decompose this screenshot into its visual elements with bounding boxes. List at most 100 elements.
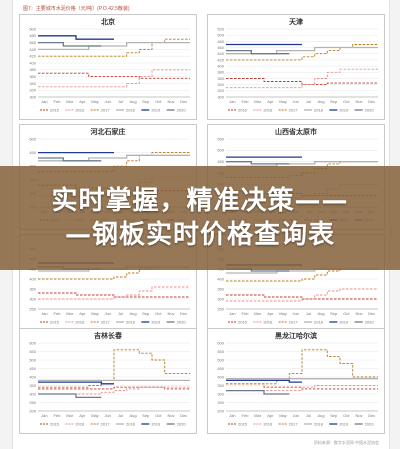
x-tick-label: Nov	[355, 413, 362, 418]
y-tick-label: 250	[29, 306, 36, 311]
series-line-2016	[38, 286, 190, 300]
x-tick-label: Apr	[79, 413, 86, 418]
x-tick-label: May	[279, 413, 287, 418]
x-tick-label: Dec	[368, 413, 375, 418]
legend-label-2019: 2019	[151, 422, 161, 427]
y-tick-label: 400	[217, 63, 224, 68]
legend-label-2017: 2017	[101, 320, 111, 325]
legend-label-2020: 2020	[365, 422, 375, 427]
legend-label-2019: 2019	[339, 320, 349, 325]
legend-label-2019: 2019	[339, 108, 349, 113]
legend-label-2018: 2018	[314, 108, 324, 113]
x-tick-label: Apr	[79, 311, 86, 316]
banner-title-line-2: —钢板实时价格查询表	[64, 220, 335, 250]
chart-harbin: 黑龙江哈尔滨 200 250 300 350 400 450 500 550 600 Jan Feb M…	[217, 331, 378, 427]
legend-label-2016: 2016	[75, 320, 85, 325]
chart-changchun: 吉林长春 200 250 300 350 400 450 500 550 600 Jan Feb Mar…	[29, 331, 190, 427]
y-tick-label: 300	[217, 94, 224, 99]
chart-panel-tianjin: 天津 300 320 340 360 380 400 420 440 460 480 500 520 Ja…	[207, 14, 385, 120]
x-tick-label: Jul	[118, 413, 123, 418]
x-tick-label: Oct	[343, 311, 350, 316]
series-line-2015	[38, 72, 190, 79]
series-line-2015	[226, 294, 378, 300]
x-tick-label: Sep	[142, 99, 150, 104]
y-tick-label: 300	[217, 296, 224, 301]
x-tick-label: Jul	[118, 99, 123, 104]
y-tick-label: 440	[29, 47, 36, 52]
y-tick-label: 460	[29, 40, 36, 45]
y-tick-label: 350	[217, 383, 224, 388]
legend-label-2020: 2020	[177, 422, 187, 427]
x-tick-label: May	[279, 99, 287, 104]
y-tick-label: 340	[217, 82, 224, 87]
y-tick-label: 520	[217, 26, 224, 31]
legend-label-2017: 2017	[101, 108, 111, 113]
x-tick-label: Sep	[330, 311, 338, 316]
chart-panel-harbin: 黑龙江哈尔滨 200 250 300 350 400 450 500 550 600 Jan Feb M…	[207, 328, 385, 434]
x-tick-label: Dec	[368, 99, 375, 104]
legend-label-2015: 2015	[238, 320, 248, 325]
title-banner: 实时掌握，精准决策—— —钢板实时价格查询表	[0, 166, 400, 270]
x-tick-label: Oct	[343, 99, 350, 104]
legend-label-2015: 2015	[50, 108, 60, 113]
x-tick-label: Oct	[155, 413, 162, 418]
y-tick-label: 400	[29, 374, 36, 379]
series-line-2017	[226, 44, 378, 61]
y-tick-label: 380	[217, 70, 224, 75]
x-tick-label: Nov	[167, 99, 174, 104]
x-tick-label: Feb	[54, 413, 62, 418]
y-tick-label: 360	[29, 74, 36, 79]
x-tick-label: Oct	[155, 99, 162, 104]
legend-label-2016: 2016	[263, 108, 273, 113]
x-tick-label: Sep	[142, 413, 150, 418]
x-tick-label: Oct	[155, 311, 162, 316]
legend-label-2018: 2018	[126, 320, 136, 325]
series-line-2020	[226, 389, 290, 395]
x-tick-label: Jan	[229, 99, 235, 104]
x-tick-label: Nov	[355, 311, 362, 316]
x-tick-label: Jun	[292, 99, 298, 104]
y-tick-label: 350	[29, 286, 36, 291]
y-tick-label: 600	[29, 340, 36, 345]
y-tick-label: 500	[29, 26, 36, 31]
legend-label-2015: 2015	[238, 422, 248, 427]
legend-label-2018: 2018	[126, 108, 136, 113]
y-tick-label: 480	[29, 33, 36, 38]
y-tick-label: 200	[29, 408, 36, 413]
y-tick-label: 550	[217, 349, 224, 354]
x-tick-label: Dec	[180, 413, 187, 418]
y-tick-label: 500	[217, 33, 224, 38]
series-line-2017	[38, 38, 190, 57]
chart-title: 天津	[289, 17, 303, 26]
x-tick-label: Jan	[229, 311, 235, 316]
x-tick-label: Sep	[330, 99, 338, 104]
chart-title: 黑龙江哈尔滨	[275, 331, 317, 340]
y-tick-label: 400	[217, 276, 224, 281]
y-tick-label: 480	[217, 39, 224, 44]
series-line-2020	[226, 49, 290, 55]
y-tick-label: 450	[217, 366, 224, 371]
x-tick-label: Feb	[54, 99, 62, 104]
x-tick-label: Apr	[267, 99, 274, 104]
x-tick-label: Aug	[129, 99, 136, 104]
chart-title: 北京	[101, 17, 115, 26]
legend-label-2016: 2016	[263, 422, 273, 427]
x-tick-label: Feb	[242, 413, 250, 418]
series-line-2018	[38, 41, 190, 51]
y-tick-label: 340	[29, 81, 36, 86]
y-tick-label: 500	[217, 357, 224, 362]
y-tick-label: 360	[217, 76, 224, 81]
y-tick-label: 250	[217, 306, 224, 311]
series-line-2019	[226, 379, 302, 383]
x-tick-label: Nov	[167, 413, 174, 418]
series-line-2017	[226, 349, 378, 385]
x-tick-label: Jun	[292, 311, 298, 316]
x-tick-label: Mar	[66, 311, 74, 316]
series-line-2016	[226, 68, 378, 89]
series-line-2015	[38, 292, 190, 298]
x-tick-label: Feb	[242, 99, 250, 104]
x-tick-label: Apr	[267, 413, 274, 418]
x-tick-label: Jul	[306, 99, 311, 104]
